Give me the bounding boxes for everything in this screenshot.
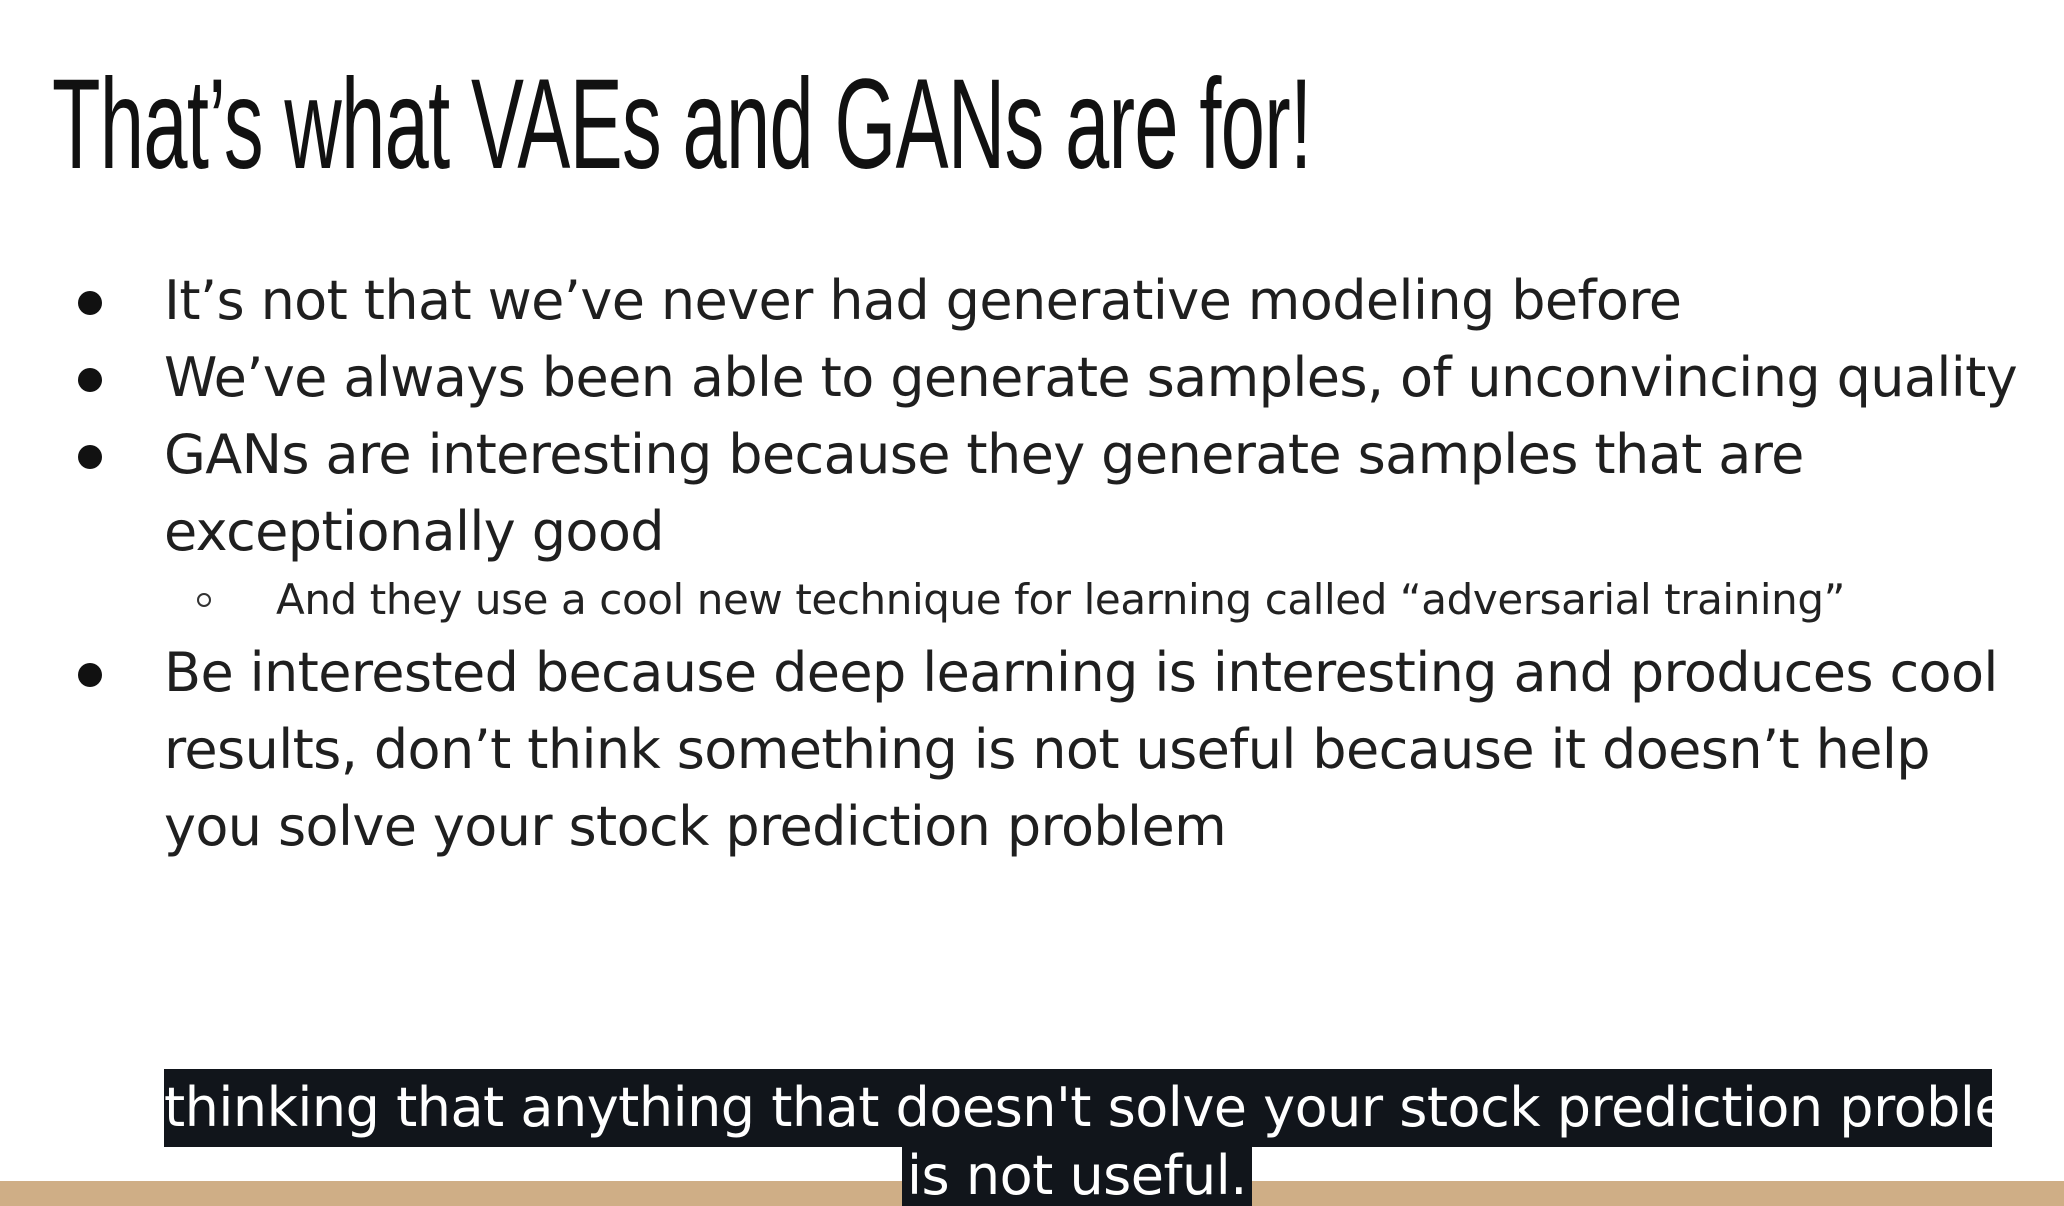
bullet-item: GANs are interesting because they genera… <box>0 416 2064 570</box>
bullet-dot-icon <box>78 291 102 315</box>
slide-title: That’s what VAEs and GANs are for! <box>52 53 1312 196</box>
subtitle-caption-line-2: is not useful. <box>902 1146 1252 1206</box>
bullet-item: Be interested because deep learning is i… <box>0 634 2064 865</box>
sub-bullet-item: And they use a cool new technique for le… <box>0 568 2064 632</box>
bullet-text: GANs are interesting because they genera… <box>164 423 1804 563</box>
bullet-text: It’s not that we’ve never had generative… <box>164 269 1682 332</box>
bullet-text: Be interested because deep learning is i… <box>164 641 1998 858</box>
sub-bullet-text: And they use a cool new technique for le… <box>276 575 1846 624</box>
bullet-item: We’ve always been able to generate sampl… <box>0 339 2064 416</box>
bullet-item: It’s not that we’ve never had generative… <box>0 262 2064 339</box>
bullet-dot-icon <box>78 445 102 469</box>
hollow-circle-icon <box>197 593 211 607</box>
subtitle-caption-line-1: thinking that anything that doesn't solv… <box>164 1069 2060 1147</box>
bullet-dot-icon <box>78 368 102 392</box>
bullet-dot-icon <box>78 663 102 687</box>
bullet-list: It’s not that we’ve never had generative… <box>0 262 2064 865</box>
bullet-text: We’ve always been able to generate sampl… <box>164 346 2018 409</box>
